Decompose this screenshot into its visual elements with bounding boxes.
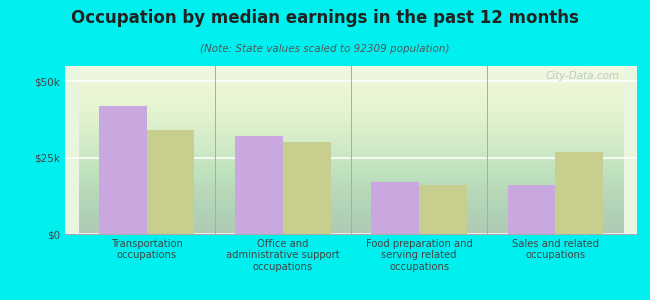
Bar [147,130,194,234]
Text: City-Data.com: City-Data.com [546,71,620,81]
Bar [555,152,603,234]
Bar [283,142,331,234]
Text: (Note: State values scaled to 92309 population): (Note: State values scaled to 92309 popu… [200,44,450,53]
Bar [99,106,147,234]
Bar [508,185,555,234]
Bar [235,136,283,234]
Bar [371,182,419,234]
Bar [419,185,467,234]
Text: Occupation by median earnings in the past 12 months: Occupation by median earnings in the pas… [71,9,579,27]
